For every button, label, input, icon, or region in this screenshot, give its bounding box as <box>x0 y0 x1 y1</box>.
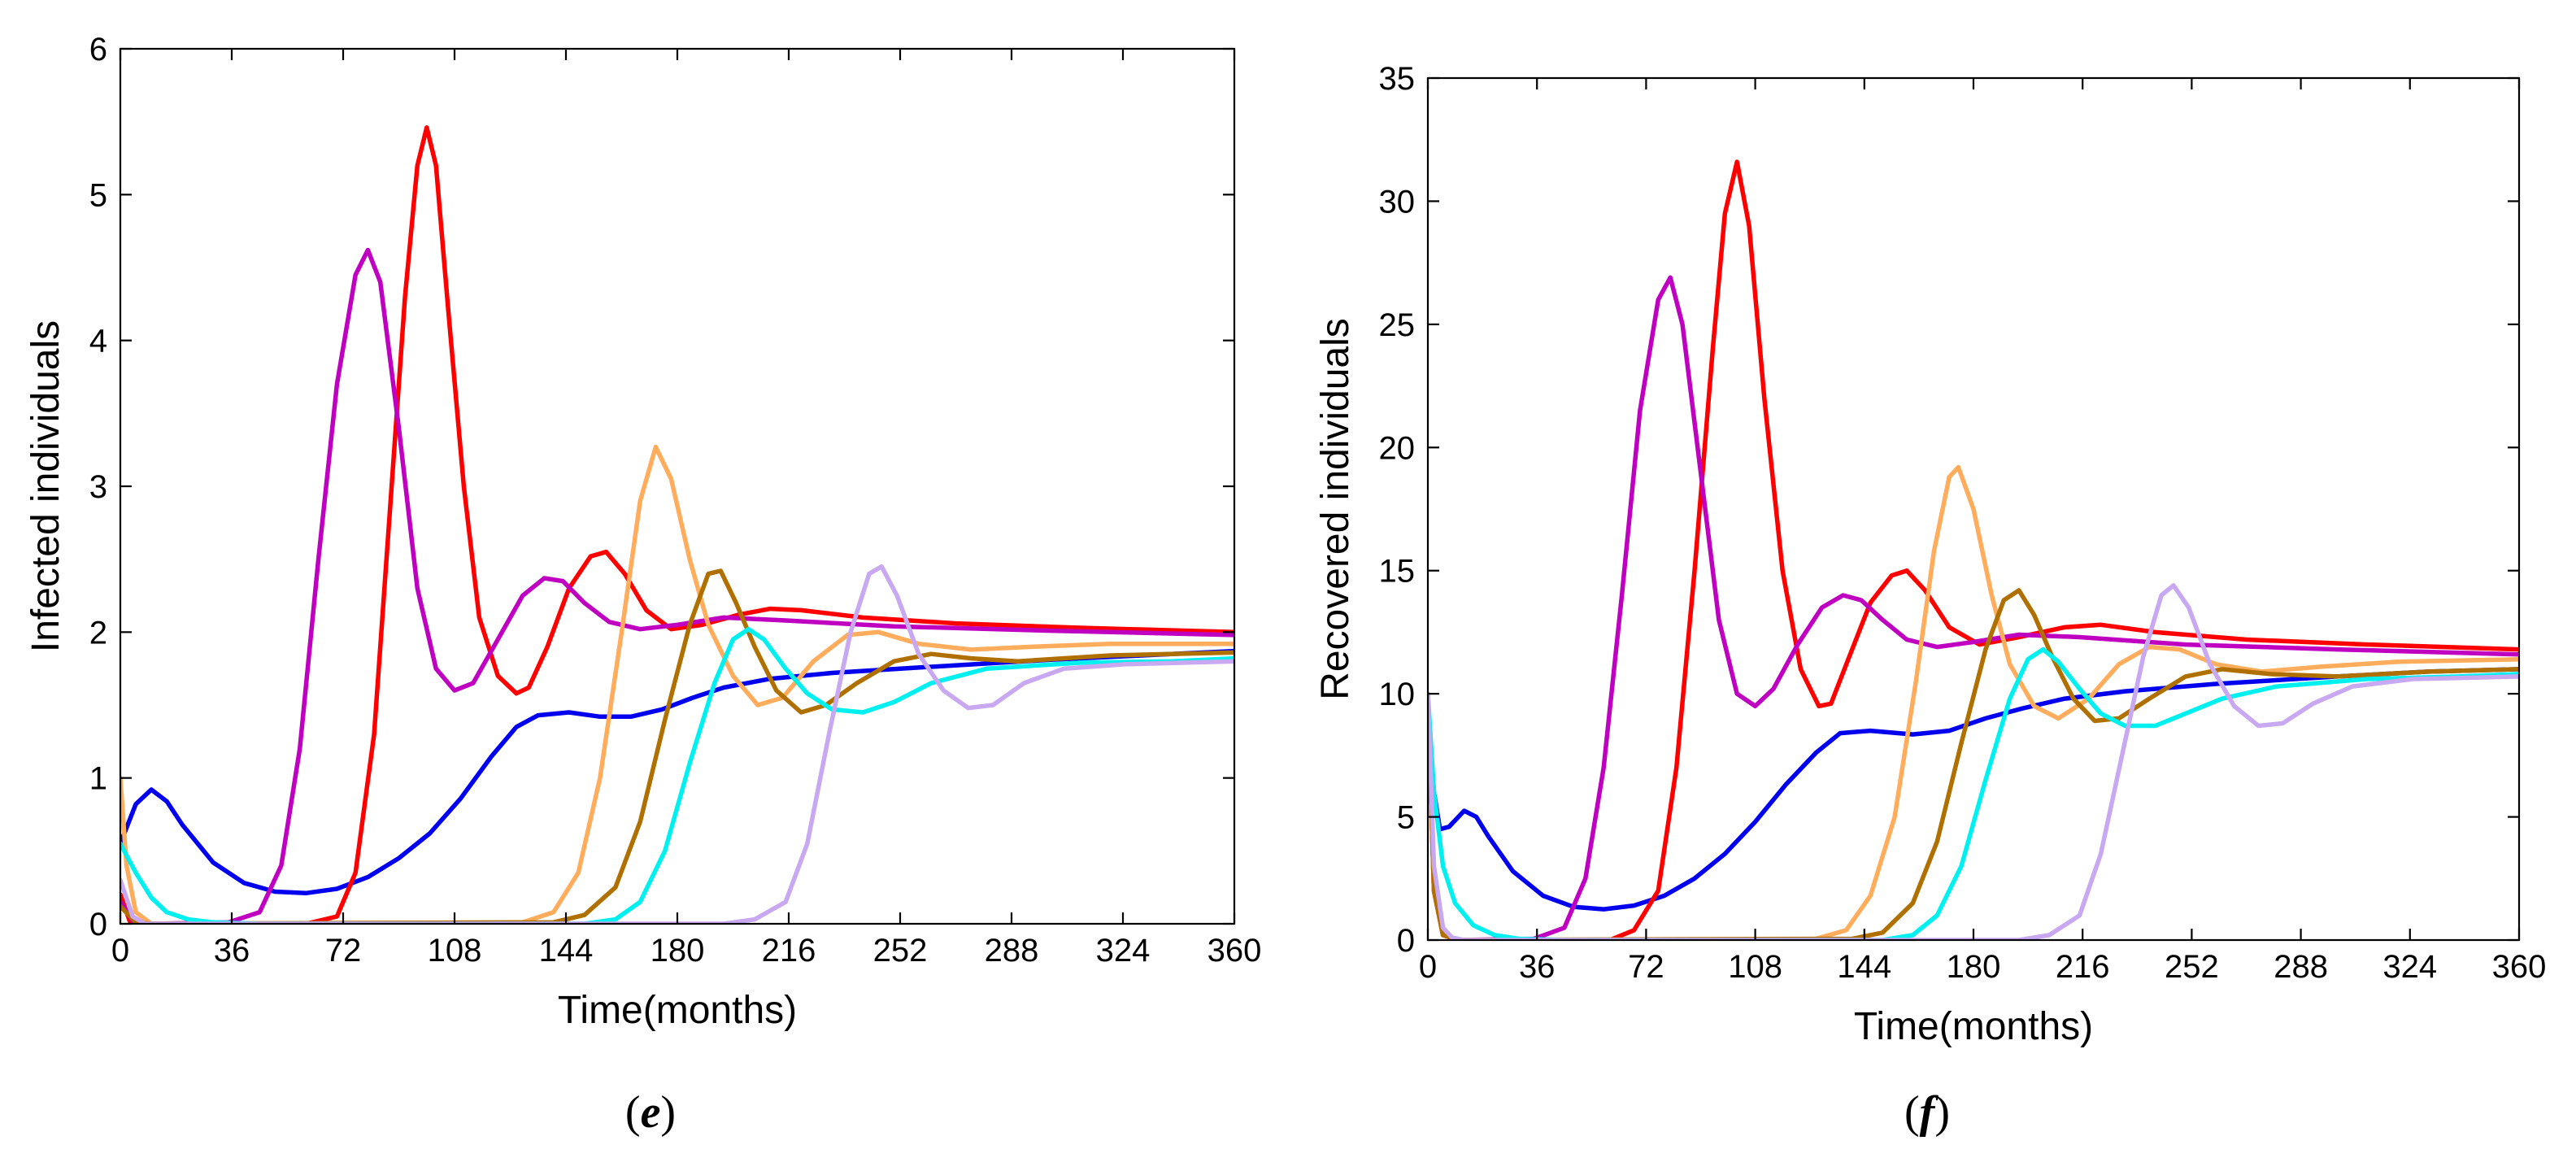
infected-y-axis-title: Infected individuals <box>24 320 67 652</box>
infected-x-tick-label: 252 <box>873 933 928 969</box>
infected-panel-label-letter: e <box>641 1087 661 1138</box>
recovered-y-tick-label: 0 <box>1397 923 1415 959</box>
recovered-y-axis-title: Recovered individuals <box>1314 318 1357 700</box>
recovered-x-tick-label: 360 <box>2492 949 2547 985</box>
infected-x-axis-title: Time(months) <box>558 989 797 1032</box>
infected-panel-label-close: ) <box>660 1087 676 1138</box>
infected-x-tick-label: 288 <box>985 933 1039 969</box>
recovered-series-group <box>1428 159 2519 940</box>
infected-x-tick-label: 36 <box>214 933 250 969</box>
recovered-x-tick-label: 324 <box>2382 949 2437 985</box>
recovered-x-tick-label: 144 <box>1837 949 1891 985</box>
infected-y-tick-label: 1 <box>89 761 107 797</box>
recovered-y-tick-label: 35 <box>1379 61 1416 97</box>
recovered-x-tick-label: 216 <box>2056 949 2110 985</box>
infected-y-tick-label: 2 <box>89 615 107 651</box>
infected-plot-frame <box>119 47 1236 925</box>
recovered-series-blue-line <box>1428 667 2519 912</box>
infected-series-blue-line <box>120 648 1234 896</box>
recovered-series-cyan-line <box>1428 646 2519 940</box>
infected-panel-label: (e) <box>625 1087 676 1138</box>
infected-y-tick-label: 0 <box>89 907 107 942</box>
recovered-y-tick-label: 15 <box>1379 554 1416 590</box>
recovered-series-magenta-line <box>1428 275 2519 940</box>
recovered-x-tick-label: 252 <box>2165 949 2219 985</box>
infected-series-cyan-line <box>120 626 1234 924</box>
infected-y-tick-label: 4 <box>89 324 107 359</box>
recovered-x-tick-label: 288 <box>2274 949 2328 985</box>
recovered-y-tick-label: 10 <box>1379 677 1416 712</box>
recovered-x-tick-label: 72 <box>1628 949 1664 985</box>
infected-x-tick-label: 144 <box>539 933 594 969</box>
infected-chart-panel: 0 36 72 108 144 180 216 252 288 324 360 0 1 2 3 4 5 6 Time… <box>24 32 1261 1138</box>
recovered-x-tick-label: 0 <box>1419 949 1437 985</box>
recovered-panel-label: (f) <box>1904 1087 1950 1138</box>
recovered-y-tick-label: 30 <box>1379 184 1416 220</box>
recovered-x-tick-label: 180 <box>1947 949 2001 985</box>
infected-series-lavender-line <box>120 564 1234 924</box>
infected-x-tick-label: 0 <box>111 933 129 969</box>
infected-series-red-line <box>120 125 1234 924</box>
recovered-chart-panel: 0 36 72 108 144 180 216 252 288 324 360 0 5 10 15 20 25 3… <box>1314 61 2546 1138</box>
recovered-y-tick-label: 20 <box>1379 430 1416 466</box>
infected-y-tick-label: 6 <box>89 32 107 67</box>
recovered-series-red-line <box>1428 159 2519 940</box>
recovered-x-tick-label: 36 <box>1519 949 1556 985</box>
recovered-x-tick-label: 108 <box>1728 949 1782 985</box>
infected-series-orange-line <box>120 444 1234 924</box>
infected-y-tick-label: 3 <box>89 469 107 505</box>
infected-x-tick-label: 216 <box>762 933 816 969</box>
recovered-panel-label-open: ( <box>1904 1087 1920 1138</box>
infected-x-tick-label: 108 <box>428 933 482 969</box>
recovered-y-tick-label: 5 <box>1397 800 1415 836</box>
infected-x-tick-label: 324 <box>1096 933 1151 969</box>
infected-series-magenta-line <box>120 247 1234 924</box>
infected-y-tick-label: 5 <box>89 177 107 213</box>
recovered-y-tick-label: 25 <box>1379 307 1416 343</box>
infected-panel-label-open: ( <box>625 1087 641 1138</box>
recovered-panel-label-close: ) <box>1934 1087 1950 1138</box>
infected-x-tick-label: 180 <box>651 933 705 969</box>
infected-x-tick-label: 72 <box>325 933 362 969</box>
infected-series-brown-line <box>120 568 1234 924</box>
infected-x-tick-label: 360 <box>1208 933 1262 969</box>
recovered-x-axis-title: Time(months) <box>1854 1005 2093 1048</box>
recovered-series-lavender-line <box>1428 583 2519 940</box>
infected-series-group <box>120 125 1234 924</box>
